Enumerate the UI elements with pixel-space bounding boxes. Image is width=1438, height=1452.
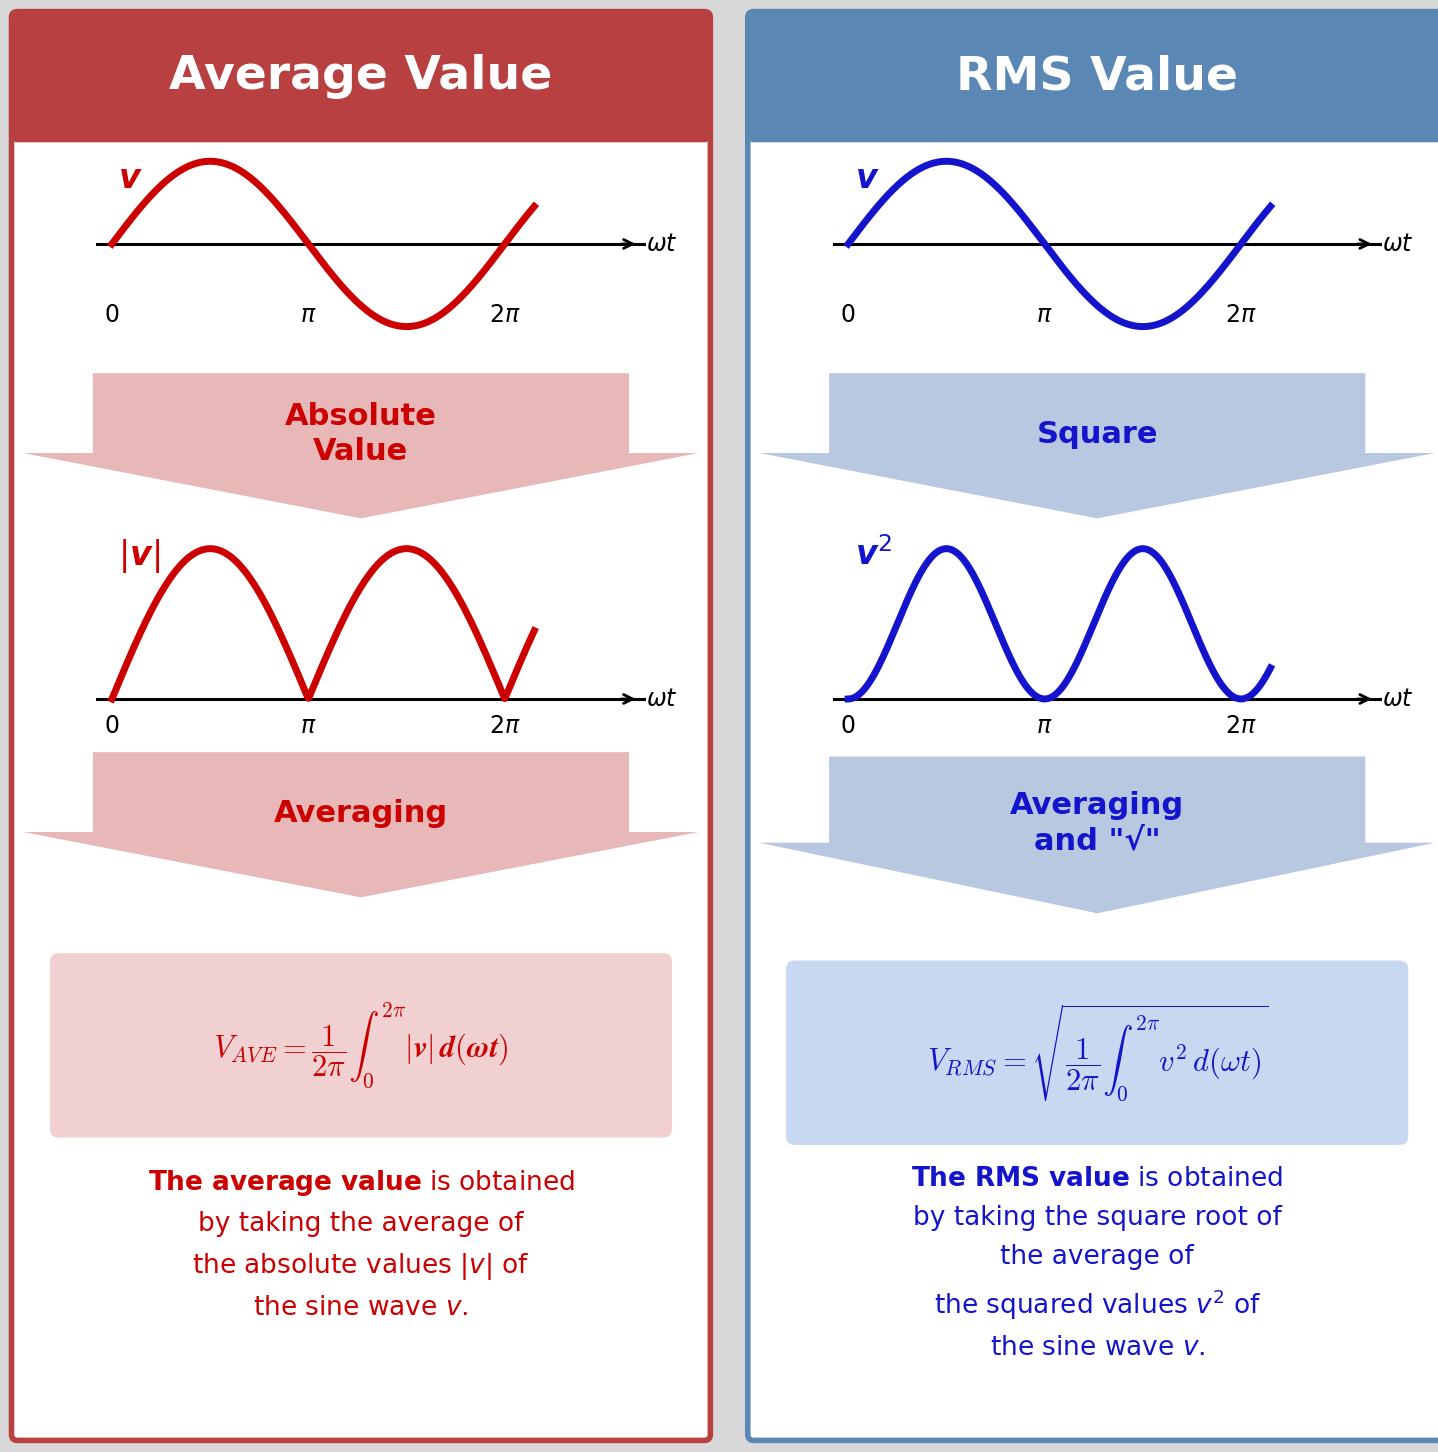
Text: $\pi$: $\pi$ — [1037, 714, 1053, 738]
Text: $\omega t$: $\omega t$ — [646, 232, 677, 256]
Text: Average Value: Average Value — [170, 55, 552, 99]
Text: $\boldsymbol{v}^2$: $\boldsymbol{v}^2$ — [854, 537, 892, 572]
Text: $\omega t$: $\omega t$ — [1382, 687, 1414, 711]
Text: $\boldsymbol{v}$: $\boldsymbol{v}$ — [118, 163, 142, 195]
Text: $2\pi$: $2\pi$ — [489, 714, 521, 738]
Text: $2\pi$: $2\pi$ — [1225, 303, 1257, 327]
Text: $|\boldsymbol{v}|$: $|\boldsymbol{v}|$ — [118, 537, 160, 575]
Text: $\boldsymbol{V_{RMS} = \sqrt{\dfrac{1}{2\pi}\int_{0}^{2\pi} v^2\,d(\omega t)}}$: $\boldsymbol{V_{RMS} = \sqrt{\dfrac{1}{2… — [926, 1002, 1268, 1104]
Text: $\mathbf{The\ average\ value}$ is obtained
by taking the average of
the absolute: $\mathbf{The\ average\ value}$ is obtain… — [148, 1167, 574, 1321]
Text: Averaging
and "√": Averaging and "√" — [1009, 791, 1185, 855]
Text: 0: 0 — [105, 714, 119, 738]
Text: Averaging: Averaging — [273, 799, 449, 828]
Text: $\omega t$: $\omega t$ — [646, 687, 677, 711]
Text: Square: Square — [1037, 420, 1158, 449]
Text: Absolute
Value: Absolute Value — [285, 402, 437, 466]
Text: $\boldsymbol{V_{AVE} = \dfrac{1}{2\pi}\int_{0}^{2\pi} |v|\,d(\omega t)}$: $\boldsymbol{V_{AVE} = \dfrac{1}{2\pi}\i… — [213, 1000, 509, 1090]
Text: 0: 0 — [841, 303, 856, 327]
Text: $2\pi$: $2\pi$ — [489, 303, 521, 327]
Text: $\pi$: $\pi$ — [1037, 303, 1053, 327]
Text: $\omega t$: $\omega t$ — [1382, 232, 1414, 256]
Text: $2\pi$: $2\pi$ — [1225, 714, 1257, 738]
Text: $\boldsymbol{v}$: $\boldsymbol{v}$ — [854, 163, 879, 195]
Text: $\mathbf{The\ RMS\ value}$ is obtained
by taking the square root of
the average : $\mathbf{The\ RMS\ value}$ is obtained b… — [912, 1166, 1283, 1361]
Text: 0: 0 — [841, 714, 856, 738]
Text: $\pi$: $\pi$ — [301, 714, 316, 738]
Text: 0: 0 — [105, 303, 119, 327]
Text: $\pi$: $\pi$ — [301, 303, 316, 327]
Text: RMS Value: RMS Value — [956, 55, 1238, 99]
